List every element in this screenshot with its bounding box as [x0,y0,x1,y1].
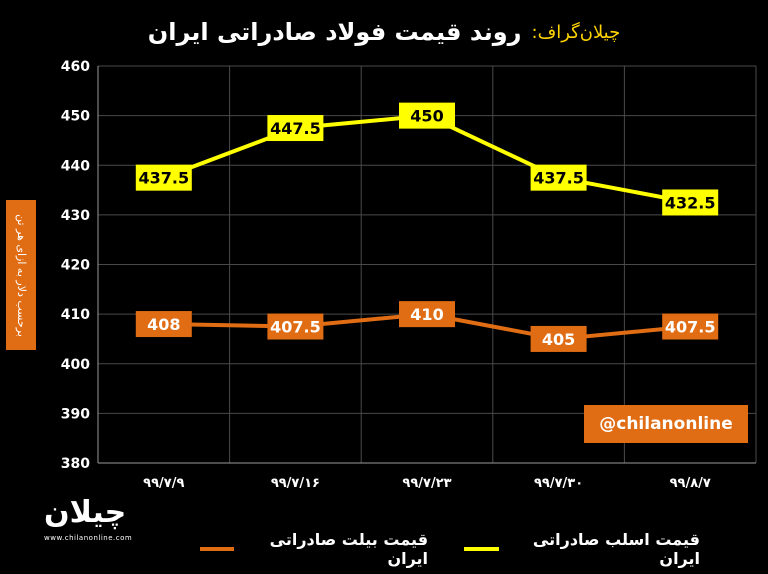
y-tick-label: 440 [61,158,90,174]
logo-mark: چیلان [44,495,128,530]
chart-title-bar: چیلان‌گراف: روند قیمت فولاد صادراتی ایرا… [0,10,768,54]
chart-title: روند قیمت فولاد صادراتی ایران [147,18,522,46]
legend-label-billet: قیمت بیلت صادراتی ایران [269,530,429,568]
data-label: 450 [410,107,443,126]
data-label-box [662,313,719,340]
y-tick-label: 410 [61,307,90,323]
y-tick-label: 390 [61,406,90,422]
chart-axes: 380 390 400 410 420 430 440 450 460 ۹۹/۷/۹ ۹۹/۷/۱۶… [61,59,756,491]
data-label: 407.5 [270,318,321,337]
data-label: 447.5 [270,119,321,138]
legend-swatch-slab [464,547,499,551]
data-label-box [267,313,324,340]
x-tick-label: ۹۹/۸/۷ [670,476,711,491]
data-label-box [530,164,587,191]
y-tick-label: 380 [61,456,90,472]
data-label: 405 [542,330,575,349]
x-tick-label: ۹۹/۷/۹ [143,476,184,491]
legend-label-slab: قیمت اسلب صادراتی ایران [532,530,700,568]
data-label: 437.5 [533,169,584,188]
brand-logo: چیلان www.chilanonline.com [14,494,144,550]
y-tick-label: 420 [61,258,90,274]
social-handle: @chilanonline [599,414,733,434]
data-label: 407.5 [665,318,716,337]
y-tick-label: 450 [61,109,90,125]
data-label-box [135,311,192,338]
y-tick-label: 400 [61,357,90,373]
legend-item-slab: قیمت اسلب صادراتی ایران [464,530,700,568]
chart-brand-label: چیلان‌گراف: [531,21,621,43]
legend-item-billet: قیمت بیلت صادراتی ایران [200,530,428,568]
data-label-box [399,102,455,129]
data-label: 408 [147,315,180,334]
logo-url: www.chilanonline.com [44,534,133,542]
y-axis-label: برحسب دلار به ازای هر تن [14,213,28,337]
y-tick-label: 430 [61,208,90,224]
y-tick-label: 460 [61,59,90,75]
chart-legend: قیمت اسلب صادراتی ایران قیمت بیلت صادرات… [200,530,700,568]
data-label-box [399,301,455,328]
data-label-box [530,325,587,352]
data-label: 410 [410,305,443,324]
chart-data-labels: 437.5 447.5 450 437.5 432.5 408 407.5 410 405 407… [135,102,719,352]
x-tick-label: ۹۹/۷/۱۶ [271,476,320,491]
series-line-0 [163,113,691,205]
y-axis-label-box: برحسب دلار به ازای هر تن [6,200,36,350]
data-label: 432.5 [665,193,716,212]
x-tick-label: ۹۹/۷/۳۰ [534,476,583,491]
data-label-box [135,164,192,191]
x-tick-label: ۹۹/۷/۲۳ [402,476,451,491]
social-handle-badge: @chilanonline [584,405,748,443]
legend-swatch-billet [200,547,235,551]
data-label: 437.5 [138,169,189,188]
data-label-box [662,189,719,216]
data-label-box [267,115,324,142]
